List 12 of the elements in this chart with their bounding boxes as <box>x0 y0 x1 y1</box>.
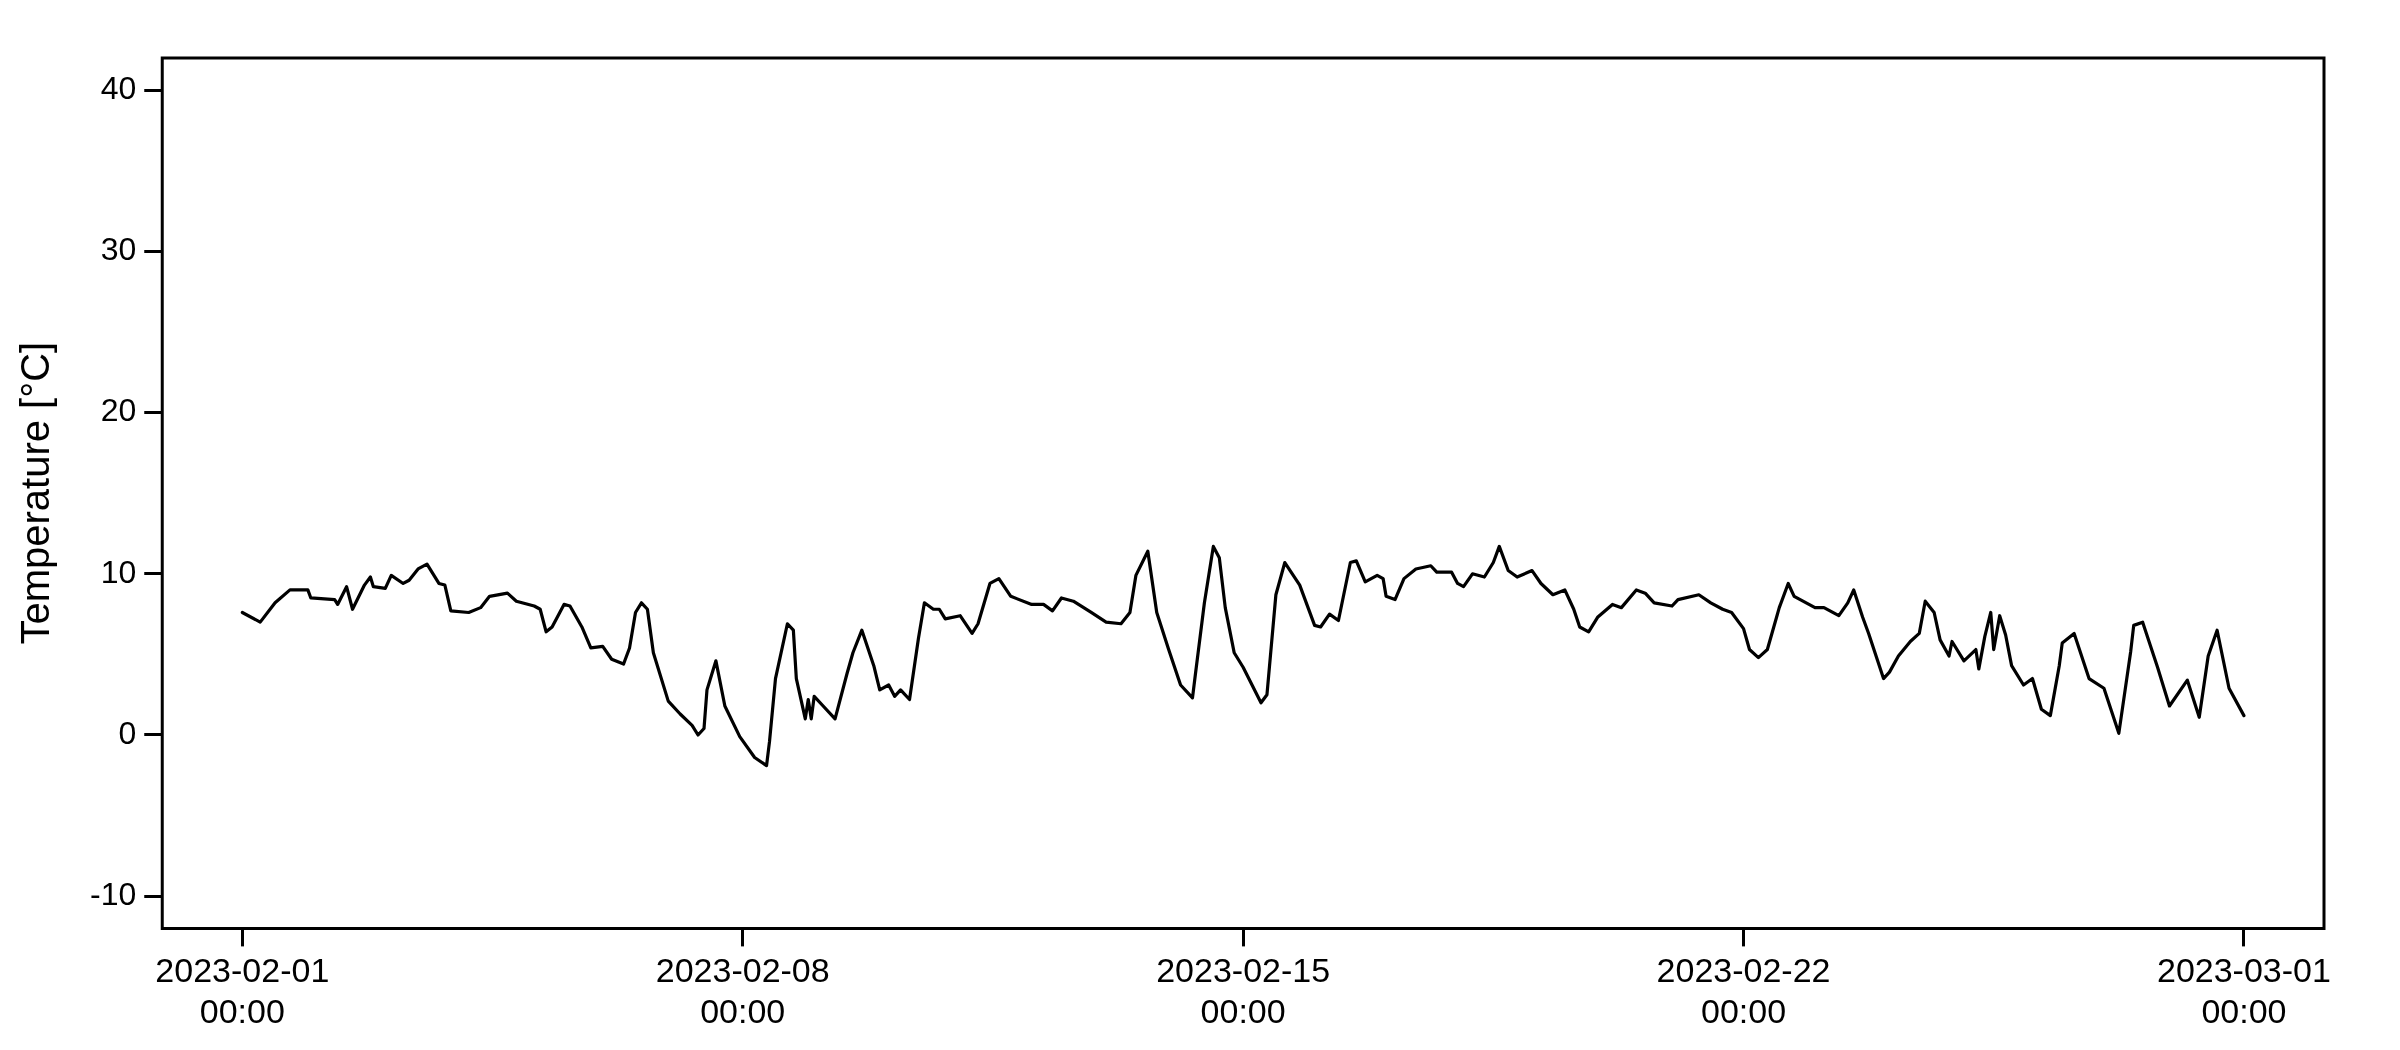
y-tick-label: 30 <box>100 231 137 268</box>
y-axis-title: Temperature [°C] <box>13 341 58 645</box>
y-tick-label: 20 <box>100 392 137 429</box>
x-tick-label: 2023-02-01 00:00 <box>155 951 330 1030</box>
y-tick-label: -10 <box>90 875 137 912</box>
x-tick-label: 2023-02-22 00:00 <box>1656 951 1831 1030</box>
y-tick-label: 40 <box>100 70 137 107</box>
x-tick-label: 2023-02-08 00:00 <box>655 951 830 1030</box>
y-tick-label: 10 <box>100 553 137 590</box>
y-tick-label: 0 <box>118 714 137 751</box>
x-tick-label: 2023-02-15 00:00 <box>1156 951 1331 1030</box>
x-tick-label: 2023-03-01 00:00 <box>2156 951 2331 1030</box>
